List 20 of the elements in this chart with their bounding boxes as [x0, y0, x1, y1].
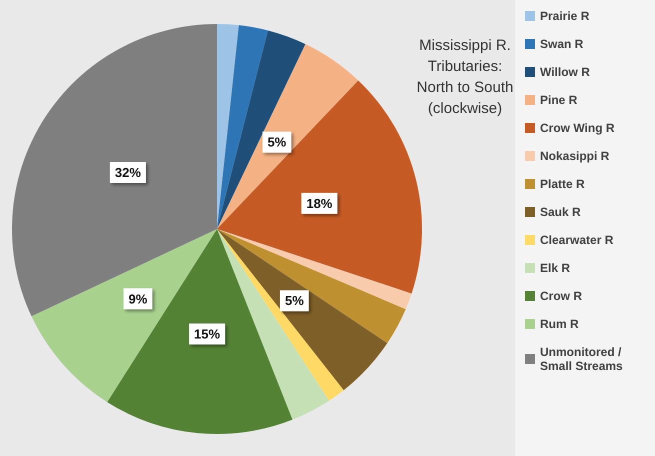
legend-label: Sauk R [540, 205, 582, 219]
data-label: 9% [128, 291, 148, 306]
text: Mississippi R. Tributaries: North to South (clockwise) [416, 37, 514, 117]
legend-label: Nokasippi R [540, 149, 610, 163]
data-label: 32% [114, 164, 142, 180]
legend-label: Unmonitored / Small Streams [540, 345, 625, 373]
legend-label: Rum R [540, 317, 579, 331]
legend-label: Swan R [540, 37, 584, 51]
legend-label: Clearwater R [540, 233, 614, 247]
legend-label: Crow R [540, 289, 582, 303]
data-label: 5% [267, 134, 287, 150]
data-label: 18% [306, 196, 333, 211]
legend-label: Platte R [540, 177, 586, 191]
data-label: 5% [284, 293, 304, 308]
legend-label: Prairie R [540, 9, 590, 23]
legend-label: Pine R [540, 93, 578, 107]
legend-label: Crow Wing R [540, 121, 615, 135]
legend-label: Willow R [540, 65, 590, 79]
data-label: 15% [194, 326, 221, 342]
legend-label: Elk R [540, 261, 570, 275]
